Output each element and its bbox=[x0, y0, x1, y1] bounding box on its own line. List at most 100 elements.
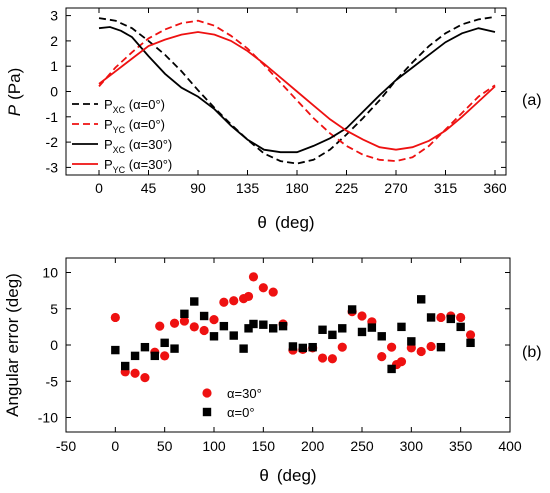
b-point-circle bbox=[219, 297, 229, 307]
b-point-square bbox=[436, 342, 446, 352]
b-ytick-label: -10 bbox=[38, 410, 58, 426]
b-point-square bbox=[269, 324, 278, 333]
panel-b-label: (b) bbox=[522, 344, 542, 361]
b-point-circle bbox=[155, 321, 165, 331]
b-point-square bbox=[328, 330, 337, 340]
b-point-square bbox=[160, 338, 169, 348]
b-point-square bbox=[140, 342, 150, 352]
b-ytick-label: -5 bbox=[46, 373, 59, 389]
b-xtick-label: 350 bbox=[449, 438, 473, 454]
b-point-square bbox=[249, 319, 258, 329]
b-ytick-label: 5 bbox=[50, 301, 58, 317]
panel-a-ylabel: P(Pa) bbox=[5, 68, 24, 116]
b-ytick-label: 10 bbox=[42, 265, 58, 281]
b-point-circle bbox=[189, 322, 199, 332]
b-point-circle bbox=[160, 351, 170, 361]
b-point-square bbox=[219, 321, 229, 331]
b-point-circle bbox=[169, 318, 180, 328]
a-ytick-label: 2 bbox=[50, 33, 58, 49]
b-point-circle bbox=[258, 283, 268, 293]
b-point-circle bbox=[456, 312, 466, 323]
a-ytick-label: -2 bbox=[46, 134, 59, 150]
a-xtick-label: 135 bbox=[236, 180, 260, 196]
b-point-square bbox=[308, 342, 317, 352]
b-point-circle bbox=[140, 373, 150, 383]
a-series-line-3 bbox=[98, 31, 496, 151]
b-point-square bbox=[190, 297, 199, 306]
b-legend-label-1: α=0° bbox=[227, 405, 255, 420]
b-point-circle bbox=[110, 312, 120, 323]
b-point-circle bbox=[377, 352, 387, 362]
a-xtick-label: 45 bbox=[141, 180, 157, 196]
a-ytick-label: 0 bbox=[50, 84, 58, 100]
b-point-square bbox=[367, 323, 377, 332]
panel-a-label: (a) bbox=[522, 92, 542, 109]
b-xtick-label: 50 bbox=[157, 438, 173, 454]
a-xtick-label: 0 bbox=[95, 180, 103, 196]
a-xtick-label: 360 bbox=[483, 180, 507, 196]
b-point-square bbox=[288, 342, 298, 351]
b-point-circle bbox=[209, 315, 219, 325]
b-point-circle bbox=[436, 312, 446, 323]
a-ytick-label: 1 bbox=[50, 58, 58, 74]
b-point-circle bbox=[387, 342, 397, 352]
b-point-square bbox=[150, 351, 159, 361]
b-point-square bbox=[417, 295, 426, 304]
b-xtick-label: 250 bbox=[350, 438, 374, 454]
b-point-square bbox=[446, 314, 455, 324]
b-point-circle bbox=[243, 291, 254, 302]
a-legend-label-1: PYC (α=0°) bbox=[104, 117, 165, 135]
b-point-square bbox=[239, 344, 248, 353]
b-point-square bbox=[456, 322, 465, 332]
a-xtick-label: 270 bbox=[384, 180, 408, 196]
b-point-circle bbox=[465, 330, 476, 340]
a-xtick-label: 180 bbox=[285, 180, 309, 196]
a-ytick-label: -3 bbox=[46, 159, 59, 175]
b-legend-marker-0 bbox=[202, 388, 212, 398]
b-point-circle bbox=[248, 272, 259, 282]
svg-text:P(Pa): P(Pa) bbox=[5, 68, 24, 116]
b-point-square bbox=[209, 332, 219, 341]
b-point-circle bbox=[229, 296, 239, 306]
b-xtick-label: -50 bbox=[56, 438, 76, 454]
b-point-circle bbox=[317, 353, 328, 363]
b-xtick-label: 400 bbox=[498, 438, 522, 454]
a-ytick-label: 3 bbox=[50, 8, 58, 24]
panel-a-xlabel: θ (deg) bbox=[257, 213, 314, 232]
b-point-circle bbox=[130, 368, 140, 378]
b-point-circle bbox=[268, 287, 278, 297]
b-point-square bbox=[130, 351, 140, 361]
b-point-square bbox=[121, 361, 130, 371]
b-point-circle bbox=[396, 357, 407, 367]
b-point-square bbox=[466, 338, 475, 348]
b-legend-marker-1 bbox=[202, 407, 212, 417]
b-point-circle bbox=[179, 316, 189, 326]
b-point-square bbox=[170, 344, 179, 353]
panel-b-legend: α=30° α=0° bbox=[202, 386, 262, 420]
b-point-square bbox=[278, 321, 288, 331]
b-point-square bbox=[229, 331, 238, 340]
b-point-circle bbox=[327, 354, 337, 364]
panel-b-xlabel: θ (deg) bbox=[259, 466, 316, 485]
b-point-circle bbox=[199, 325, 209, 336]
b-point-square bbox=[111, 345, 120, 355]
b-point-circle bbox=[426, 341, 436, 352]
b-point-square bbox=[397, 322, 406, 332]
a-xtick-label: 315 bbox=[434, 180, 458, 196]
b-legend-label-0: α=30° bbox=[227, 386, 262, 401]
a-ytick-label: -1 bbox=[46, 109, 59, 125]
b-point-square bbox=[426, 313, 436, 322]
b-point-square bbox=[244, 324, 253, 333]
b-point-square bbox=[347, 305, 357, 314]
panel-a: 0 45 90 135 180 225 270 315 360 -3 -2 -1 0 1 2 3 PXC (α… bbox=[5, 7, 542, 232]
b-xtick-label: 100 bbox=[202, 438, 226, 454]
a-legend-label-0: PXC (α=0°) bbox=[104, 97, 165, 115]
b-point-square bbox=[318, 325, 327, 334]
b-point-circle bbox=[357, 311, 367, 321]
b-point-circle bbox=[406, 343, 416, 353]
b-point-square bbox=[298, 343, 307, 353]
b-point-square bbox=[387, 364, 396, 374]
b-point-square bbox=[259, 320, 268, 329]
